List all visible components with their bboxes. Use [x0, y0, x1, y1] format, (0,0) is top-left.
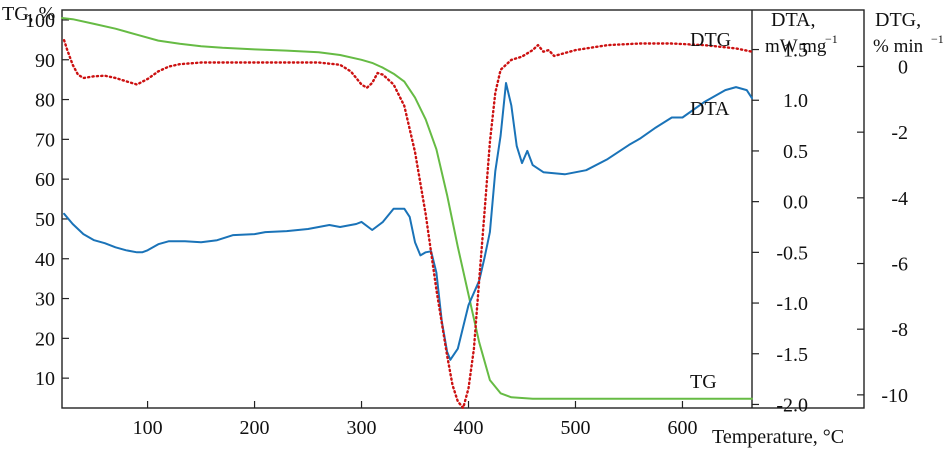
dtg-axis-superscript: −1: [931, 32, 944, 46]
x-tick-label: 500: [560, 417, 590, 439]
tg-ticks: 10 20 30 40 50 60 70 80 90 100: [25, 10, 69, 390]
x-tick-label: 300: [347, 417, 377, 439]
dtg-axis-title: DTG,: [875, 9, 921, 31]
dta-axis-superscript: −1: [825, 32, 838, 46]
dtg-tick-label: -6: [891, 254, 908, 276]
tg-tick-label: 90: [35, 50, 55, 72]
dta-tick-label: 1.5: [783, 40, 808, 62]
tg-tick-label: 40: [35, 249, 55, 271]
tg-tick-label: 50: [35, 209, 55, 231]
dta-axis-title: DTA,: [771, 9, 816, 31]
dtg-axis-subtitle: % min: [873, 36, 924, 57]
dta-ticks: 1.5 1.0 0.5 0.0 -0.5 -1.0 -1.5 -2.0: [752, 40, 808, 416]
series-line-tg: [61, 17, 753, 400]
series-line-dtg: [62, 39, 754, 410]
x-tick-label: 600: [667, 417, 697, 439]
tg-tick-label: 10: [35, 368, 55, 390]
dta-tick-label: 0.0: [783, 192, 808, 214]
tg-tick-label: 80: [35, 90, 55, 112]
dta-tick-label: 1.0: [783, 90, 808, 112]
plot-frame: [61, 9, 865, 409]
tg-tick-label: 60: [35, 169, 55, 191]
dta-axis-subtitle: mW mg: [765, 36, 827, 57]
dtg-tick-label: -10: [881, 385, 908, 407]
series-line-dta: [63, 82, 753, 361]
dta-tick-label: -0.5: [776, 242, 808, 264]
series-label-tg: TG: [690, 371, 717, 393]
tg-tick-label: 30: [35, 289, 55, 311]
x-tick-label: 100: [133, 417, 163, 439]
series-lines: [61, 17, 754, 410]
tg-tick-label: 100: [25, 10, 55, 32]
dta-tick-label: -1.5: [776, 344, 808, 366]
x-tick-label: 200: [240, 417, 270, 439]
dtg-tick-label: 0: [898, 56, 908, 78]
dtg-tick-label: -4: [891, 188, 908, 210]
tg-axis-title: TG, %: [2, 3, 55, 25]
series-label-dtg: DTG: [690, 29, 731, 51]
dta-tick-label: -2.0: [776, 394, 808, 416]
series-label-dta: DTA: [690, 98, 730, 120]
x-ticks: 100 200 300 400 500 600: [133, 401, 697, 439]
dta-tick-label: -1.0: [776, 293, 808, 315]
dtg-tick-label: -8: [891, 319, 908, 341]
dta-tick-label: 0.5: [783, 141, 808, 163]
x-tick-label: 400: [454, 417, 484, 439]
tg-tick-label: 70: [35, 129, 55, 151]
dtg-tick-label: -2: [891, 122, 908, 144]
tg-tick-label: 20: [35, 328, 55, 350]
dtg-ticks: 0 -2 -4 -6 -8 -10: [857, 56, 908, 407]
x-axis-title: Temperature, °C: [712, 426, 844, 448]
